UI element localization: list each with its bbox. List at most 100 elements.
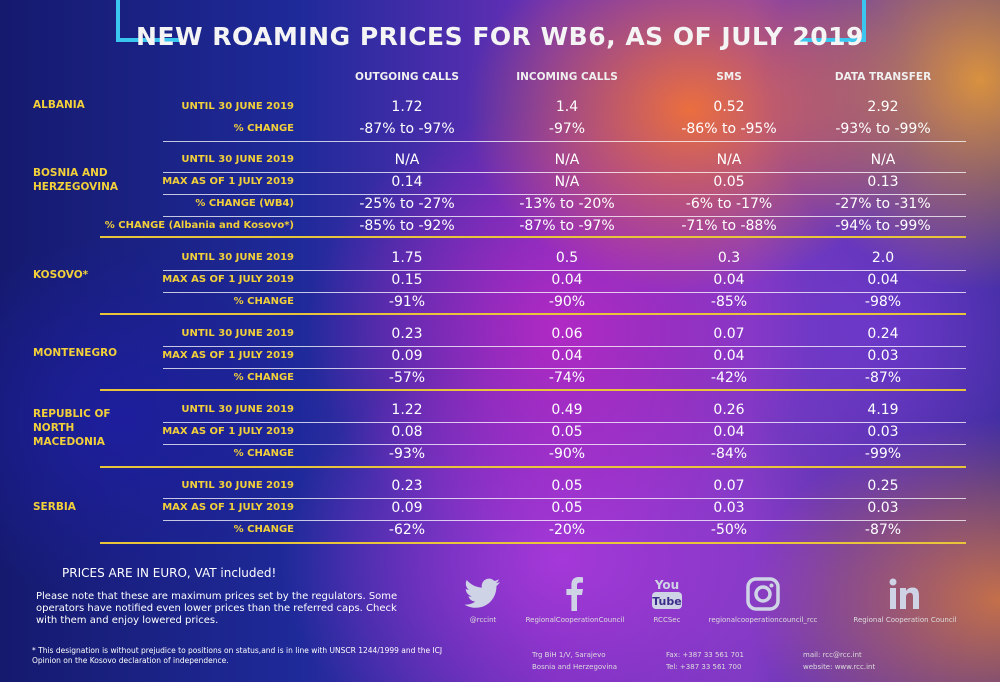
price-cell: -86% to -95% xyxy=(681,121,777,137)
price-cell: 0.03 xyxy=(867,424,899,440)
facebook-link[interactable]: RegionalCooperationCouncil xyxy=(505,576,645,624)
price-cell: -13% to -20% xyxy=(519,196,615,212)
price-cell: -99% xyxy=(864,446,902,462)
instagram-link[interactable]: regionalcooperationcouncil_rcc xyxy=(693,576,833,624)
frame-corner-left xyxy=(116,0,180,42)
column-header-sms: SMS xyxy=(716,71,742,83)
table-row: % CHANGE (Albania and Kosovo*) -85% to -9… xyxy=(0,216,1000,238)
table-row: MAX AS OF 1 JULY 2019 0.09 0.04 0.04 0.03 xyxy=(0,346,1000,368)
price-cell: 1.72 xyxy=(391,99,423,115)
price-cell: -84% xyxy=(710,446,748,462)
price-cell: N/A xyxy=(394,152,420,168)
price-cell: 0.04 xyxy=(713,272,745,288)
price-cell: -20% xyxy=(548,522,586,538)
row-divider xyxy=(163,270,966,271)
price-cell: 0.5 xyxy=(555,250,579,266)
price-cell: 0.07 xyxy=(713,326,745,342)
price-cell: -87% to -97% xyxy=(519,218,615,234)
svg-text:You: You xyxy=(654,578,679,592)
country-divider xyxy=(100,313,966,315)
table-row: % CHANGE -93% -90% -84% -99% xyxy=(0,444,1000,466)
price-cell: -6% to -17% xyxy=(685,196,773,212)
row-label: UNTIL 30 JUNE 2019 xyxy=(181,252,294,263)
price-cell: 1.75 xyxy=(391,250,423,266)
row-label: % CHANGE xyxy=(233,448,294,459)
page-title: NEW ROAMING PRICES FOR WB6, AS OF JULY 2… xyxy=(136,22,864,51)
price-cell: 0.04 xyxy=(551,348,583,364)
address-line-2: Bosnia and Herzegovina xyxy=(532,663,617,671)
price-cell: -97% xyxy=(548,121,586,137)
country-name: SERBIA xyxy=(33,501,76,513)
price-cell: 0.49 xyxy=(551,402,583,418)
price-cell: 0.04 xyxy=(713,424,745,440)
price-cell: 0.24 xyxy=(867,326,899,342)
twitter-caption: @rccint xyxy=(469,616,497,624)
price-cell: 0.06 xyxy=(551,326,583,342)
price-cell: -87% xyxy=(864,370,902,386)
price-cell: 0.04 xyxy=(713,348,745,364)
price-cell: -94% to -99% xyxy=(835,218,931,234)
country-name: ALBANIA xyxy=(33,99,85,111)
fax-number: Fax: +387 33 561 701 xyxy=(666,651,744,659)
row-label: MAX AS OF 1 JULY 2019 xyxy=(162,274,294,285)
price-cell: 0.07 xyxy=(713,478,745,494)
price-cell: -50% xyxy=(710,522,748,538)
price-cell: N/A xyxy=(554,174,580,190)
row-label: % CHANGE xyxy=(233,372,294,383)
website-link[interactable]: website: www.rcc.int xyxy=(803,663,876,671)
price-cell: N/A xyxy=(870,152,896,168)
row-label: UNTIL 30 JUNE 2019 xyxy=(181,480,294,491)
contact-phone: Fax: +387 33 561 701 Tel: +387 33 561 70… xyxy=(666,649,744,673)
table-row: UNTIL 30 JUNE 2019 0.23 0.05 0.07 0.25 xyxy=(0,476,1000,498)
price-cell: -91% xyxy=(388,294,426,310)
row-divider xyxy=(163,422,966,423)
price-cell: N/A xyxy=(554,152,580,168)
table-row: MAX AS OF 1 JULY 2019 0.08 0.05 0.04 0.03 xyxy=(0,422,1000,444)
youtube-link[interactable]: You Tube RCCSec xyxy=(597,576,737,624)
price-cell: 2.92 xyxy=(867,99,899,115)
twitter-icon xyxy=(464,578,500,608)
price-cell: -27% to -31% xyxy=(835,196,931,212)
table-row: UNTIL 30 JUNE 2019 N/A N/A N/A N/A xyxy=(0,150,1000,172)
youtube-icon: You Tube xyxy=(652,578,682,609)
country-divider xyxy=(100,466,966,468)
table-row: % CHANGE -62% -20% -50% -87% xyxy=(0,520,1000,542)
row-label: % CHANGE xyxy=(233,524,294,535)
price-cell: -90% xyxy=(548,294,586,310)
table-row: % CHANGE (WB4) -25% to -27% -13% to -20% -6… xyxy=(0,194,1000,216)
row-divider xyxy=(163,172,966,173)
row-label: MAX AS OF 1 JULY 2019 xyxy=(162,426,294,437)
column-header-incoming: INCOMING CALLS xyxy=(516,71,618,83)
price-cell: 0.08 xyxy=(391,424,423,440)
table-row: MAX AS OF 1 JULY 2019 0.14 N/A 0.05 0.13 xyxy=(0,172,1000,194)
row-label: % CHANGE (Albania and Kosovo*) xyxy=(104,220,294,231)
price-cell: -42% xyxy=(710,370,748,386)
address-line-1: Trg BiH 1/V, Sarajevo xyxy=(532,651,606,659)
price-cell: -87% xyxy=(864,522,902,538)
price-cell: 0.05 xyxy=(551,478,583,494)
country-name: REPUBLIC OF NORTH MACEDONIA xyxy=(33,408,111,448)
price-cell: -85% xyxy=(710,294,748,310)
row-divider xyxy=(163,498,966,499)
price-cell: 0.25 xyxy=(867,478,899,494)
price-cell: 4.19 xyxy=(867,402,899,418)
country-name: KOSOVO* xyxy=(33,269,89,281)
country-divider xyxy=(100,542,966,544)
price-cell: 0.03 xyxy=(713,500,745,516)
price-cell: N/A xyxy=(716,152,742,168)
instagram-icon xyxy=(746,577,780,611)
row-divider xyxy=(163,194,966,195)
price-cell: -25% to -27% xyxy=(359,196,455,212)
price-cell: 0.23 xyxy=(391,478,423,494)
price-cell: 0.09 xyxy=(391,348,423,364)
price-cell: 2.0 xyxy=(871,250,895,266)
price-cell: 0.05 xyxy=(713,174,745,190)
linkedin-link[interactable]: Regional Cooperation Council xyxy=(835,576,975,624)
twitter-link[interactable]: @rccint xyxy=(413,576,553,624)
mail-address[interactable]: mail: rcc@rcc.int xyxy=(803,651,862,659)
price-cell: 0.05 xyxy=(551,424,583,440)
price-cell: 0.14 xyxy=(391,174,423,190)
facebook-caption: RegionalCooperationCouncil xyxy=(525,616,625,624)
row-divider xyxy=(163,346,966,347)
row-divider xyxy=(163,368,966,369)
